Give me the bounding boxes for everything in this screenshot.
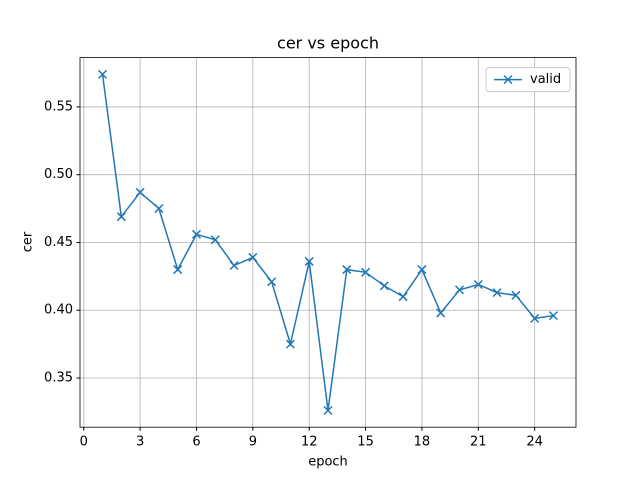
x-tick-label: 18 <box>414 435 431 450</box>
data-marker <box>417 265 427 275</box>
x-tick-label: 15 <box>357 435 374 450</box>
x-tick-label: 3 <box>136 435 144 450</box>
data-marker <box>398 292 408 302</box>
y-axis-label: cer <box>21 231 36 252</box>
x-tick-label: 12 <box>301 435 318 450</box>
legend-box <box>485 67 571 93</box>
chart-title: cer vs epoch <box>277 34 379 53</box>
x-tick-label: 24 <box>526 435 543 450</box>
data-marker <box>548 311 558 321</box>
x-axis-label: epoch <box>308 455 348 470</box>
y-tick-label: 0.35 <box>44 371 73 386</box>
data-marker <box>154 204 164 214</box>
y-tick-label: 0.45 <box>44 235 73 250</box>
x-tick-label: 21 <box>470 435 487 450</box>
data-marker <box>229 260 239 271</box>
legend-marker <box>503 75 513 85</box>
data-marker <box>379 281 389 291</box>
data-marker <box>191 229 202 239</box>
data-marker <box>530 313 540 323</box>
x-tick-label: 6 <box>192 435 200 450</box>
data-marker <box>492 288 502 298</box>
data-marker <box>98 69 108 79</box>
data-marker <box>511 290 521 300</box>
x-tick-label: 9 <box>249 435 257 450</box>
data-marker <box>210 235 220 245</box>
plot-frame <box>79 57 577 428</box>
x-tick-label: 0 <box>80 435 88 450</box>
y-tick-label: 0.40 <box>44 303 73 318</box>
data-marker <box>173 265 183 275</box>
data-marker <box>342 265 352 275</box>
data-marker <box>135 187 145 197</box>
data-marker <box>304 256 314 266</box>
data-marker <box>436 308 446 318</box>
legend-label: valid <box>530 72 561 87</box>
data-marker <box>361 267 371 277</box>
data-marker <box>267 277 277 287</box>
data-marker <box>473 279 483 290</box>
y-tick-label: 0.50 <box>44 167 73 182</box>
data-marker <box>248 252 258 262</box>
data-marker <box>285 339 295 349</box>
data-marker <box>323 405 333 416</box>
data-marker <box>116 212 126 222</box>
y-tick-label: 0.55 <box>44 99 73 114</box>
data-marker <box>454 285 465 295</box>
